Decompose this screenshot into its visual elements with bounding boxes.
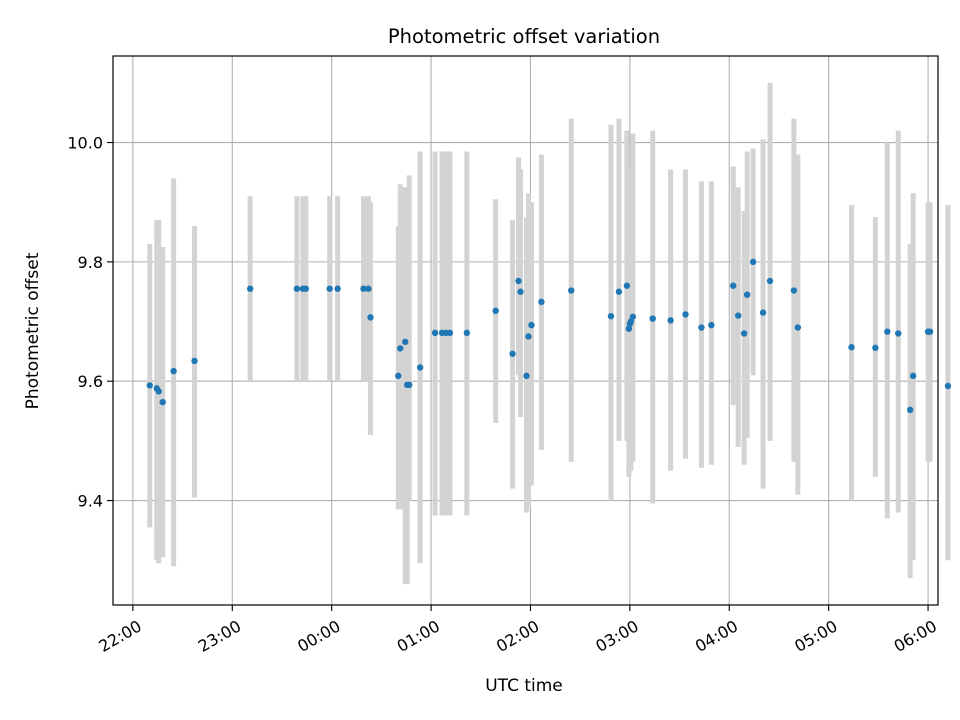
data-point bbox=[517, 288, 524, 295]
data-point bbox=[615, 288, 623, 295]
data-point bbox=[743, 291, 751, 298]
y-tick-label: 9.4 bbox=[78, 492, 103, 511]
y-tick-label: 10.0 bbox=[67, 134, 103, 153]
data-point bbox=[790, 287, 798, 294]
data-point bbox=[884, 328, 891, 335]
data-point bbox=[406, 381, 413, 389]
data-point bbox=[525, 333, 532, 340]
chart-title: Photometric offset variation bbox=[388, 25, 660, 48]
y-tick-label: 9.8 bbox=[78, 253, 103, 272]
data-point bbox=[515, 277, 522, 285]
data-point bbox=[523, 372, 530, 380]
data-point bbox=[649, 315, 656, 322]
data-point bbox=[607, 312, 615, 320]
data-point bbox=[944, 382, 952, 390]
data-point bbox=[698, 324, 705, 331]
data-point bbox=[667, 317, 674, 324]
data-point bbox=[446, 329, 454, 337]
data-point bbox=[302, 285, 310, 292]
data-point bbox=[794, 324, 802, 331]
x-axis-label: UTC time bbox=[485, 676, 563, 696]
data-point bbox=[623, 282, 631, 289]
data-point bbox=[895, 330, 902, 337]
data-point bbox=[159, 398, 166, 406]
data-point bbox=[538, 298, 545, 306]
data-point bbox=[735, 312, 742, 319]
data-point bbox=[629, 313, 637, 320]
data-point bbox=[766, 277, 774, 285]
data-point bbox=[682, 311, 689, 318]
data-point bbox=[906, 406, 914, 414]
data-point bbox=[191, 357, 198, 365]
data-point bbox=[246, 285, 254, 292]
data-point bbox=[155, 388, 162, 395]
data-point bbox=[749, 258, 757, 266]
data-point bbox=[509, 350, 516, 357]
data-point bbox=[416, 364, 424, 371]
data-point bbox=[909, 372, 917, 380]
data-point bbox=[708, 321, 715, 329]
data-point bbox=[568, 287, 575, 294]
data-point bbox=[146, 382, 153, 389]
data-point bbox=[463, 329, 471, 337]
data-point bbox=[395, 372, 402, 380]
data-point bbox=[431, 329, 439, 337]
data-point bbox=[293, 285, 301, 292]
data-point bbox=[367, 314, 374, 321]
data-point bbox=[625, 325, 633, 332]
data-point bbox=[334, 285, 341, 292]
data-point bbox=[402, 338, 409, 346]
data-point bbox=[872, 344, 879, 352]
data-point bbox=[170, 367, 177, 375]
data-point bbox=[926, 328, 934, 335]
plot-frame bbox=[112, 55, 939, 606]
point-layer bbox=[146, 258, 952, 414]
data-point bbox=[848, 344, 855, 351]
data-point bbox=[397, 345, 404, 352]
data-point bbox=[365, 285, 372, 292]
data-point bbox=[360, 285, 367, 292]
data-point bbox=[492, 307, 499, 315]
y-tick-label: 9.6 bbox=[78, 372, 103, 391]
y-axis-label: Photometric offset bbox=[23, 252, 43, 409]
data-point bbox=[528, 321, 535, 329]
data-point bbox=[759, 309, 767, 316]
data-point bbox=[326, 285, 333, 292]
data-point bbox=[730, 282, 737, 289]
data-point bbox=[740, 330, 748, 337]
